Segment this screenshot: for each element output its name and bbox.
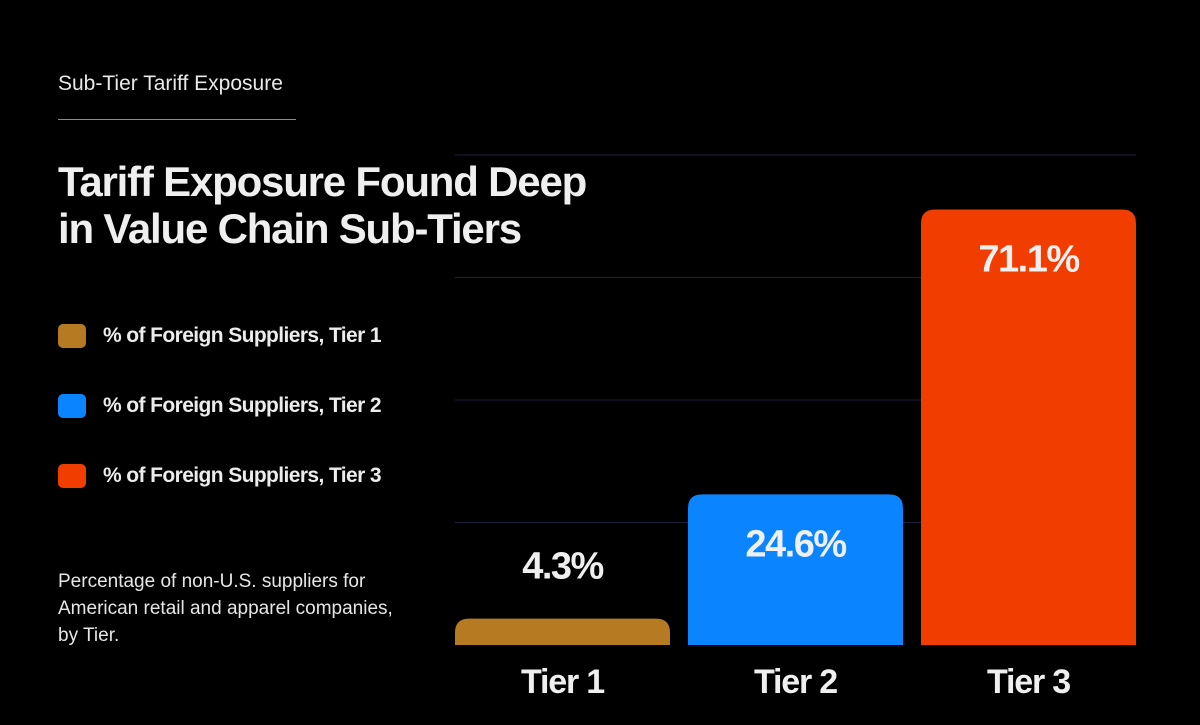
- legend-swatch-tier-2: [58, 394, 86, 418]
- chart-title-line-2: in Value Chain Sub-Tiers: [58, 205, 522, 252]
- chart-title-line-1: Tariff Exposure Found Deep: [58, 158, 587, 205]
- data-label: 71.1%: [978, 239, 1079, 281]
- x-tick-label: Tier 2: [754, 663, 837, 701]
- legend-item-tier-1: % of Foreign Suppliers, Tier 1: [58, 320, 438, 352]
- chart-title: Tariff Exposure Found Deep in Value Chai…: [58, 158, 698, 252]
- legend-item-tier-3: % of Foreign Suppliers, Tier 3: [58, 460, 438, 492]
- legend-swatch-tier-3: [58, 464, 86, 488]
- eyebrow-label: Sub-Tier Tariff Exposure: [58, 72, 283, 95]
- data-label: 24.6%: [745, 523, 846, 565]
- bar-tier-2: [688, 494, 903, 645]
- legend-label-tier-3: % of Foreign Suppliers, Tier 3: [103, 464, 382, 487]
- data-label: 4.3%: [522, 546, 603, 588]
- legend-item-tier-2: % of Foreign Suppliers, Tier 2: [58, 390, 438, 422]
- x-tick-label: Tier 1: [521, 663, 604, 701]
- legend: % of Foreign Suppliers, Tier 1 % of Fore…: [58, 320, 438, 530]
- bar-tier-3: [921, 209, 1136, 645]
- chart-note: Percentage of non-U.S. suppliers for Ame…: [58, 571, 393, 646]
- x-tick-label: Tier 3: [987, 663, 1070, 701]
- legend-label-tier-2: % of Foreign Suppliers, Tier 2: [103, 394, 382, 417]
- eyebrow-divider: [58, 119, 296, 120]
- legend-swatch-tier-1: [58, 324, 86, 348]
- legend-label-tier-1: % of Foreign Suppliers, Tier 1: [103, 324, 382, 347]
- bar-tier-1: [455, 618, 670, 645]
